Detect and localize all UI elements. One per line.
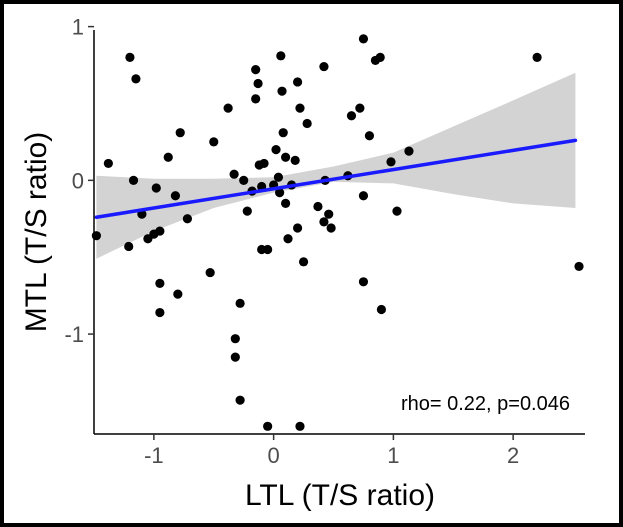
data-point <box>273 172 284 182</box>
data-point <box>358 34 369 44</box>
data-point <box>103 158 113 169</box>
data-point <box>290 155 300 165</box>
data-point <box>128 175 139 185</box>
data-point <box>263 244 273 255</box>
data-point <box>392 206 402 216</box>
data-points-layer <box>91 34 584 431</box>
y-tick-label: 1 <box>72 15 84 40</box>
data-point <box>173 289 183 299</box>
data-point <box>253 78 263 89</box>
y-tick-label: -1 <box>64 322 84 347</box>
data-point <box>574 261 584 272</box>
data-point <box>326 223 336 233</box>
data-point <box>358 277 369 287</box>
data-point <box>223 103 233 113</box>
data-point <box>278 128 288 138</box>
data-point <box>251 94 261 104</box>
data-point <box>235 298 245 308</box>
data-point <box>295 421 305 431</box>
data-point <box>155 278 165 288</box>
data-point <box>355 103 365 113</box>
stats-annotation: rho= 0.22, p=0.046 <box>401 393 570 415</box>
data-point <box>364 131 375 141</box>
data-point <box>230 352 240 362</box>
data-point <box>375 52 385 62</box>
data-point <box>319 61 329 72</box>
data-point <box>125 52 135 62</box>
x-tick-label: 0 <box>268 443 280 468</box>
y-axis-title: MTL (T/S ratio) <box>20 132 53 333</box>
x-tick-label: 1 <box>387 443 399 468</box>
data-point <box>155 226 165 236</box>
data-point <box>163 152 173 162</box>
regression-line-layer <box>94 138 578 219</box>
x-axis-title: LTL (T/S ratio) <box>245 479 435 512</box>
data-point <box>239 175 249 185</box>
x-tick-label: -1 <box>144 443 164 468</box>
data-point <box>263 421 273 431</box>
data-point <box>275 188 285 198</box>
data-point <box>313 201 323 212</box>
data-point <box>358 191 369 201</box>
data-point <box>292 223 303 233</box>
data-point <box>302 118 312 129</box>
data-point <box>281 198 291 209</box>
regression-line <box>94 138 578 219</box>
data-point <box>175 128 185 138</box>
data-point <box>295 103 305 113</box>
data-point <box>242 206 252 216</box>
data-point <box>205 267 215 278</box>
data-point <box>209 137 219 147</box>
data-point <box>229 169 239 179</box>
data-point <box>170 191 181 201</box>
data-point <box>235 395 245 405</box>
data-point <box>182 214 193 224</box>
data-point <box>155 307 165 318</box>
data-point <box>91 231 101 241</box>
data-point <box>346 111 357 121</box>
data-point <box>230 334 240 344</box>
data-point <box>324 209 334 219</box>
data-point <box>276 51 286 61</box>
axes-layer: -1 0 1 2 -1 0 1 <box>64 15 585 468</box>
data-point <box>151 183 161 193</box>
data-point <box>292 77 303 87</box>
data-point <box>271 144 281 155</box>
data-point <box>283 234 293 244</box>
data-point <box>319 217 329 227</box>
confidence-band <box>96 72 576 259</box>
y-tick-label: 0 <box>72 168 84 193</box>
data-point <box>532 52 542 62</box>
data-point <box>277 86 287 96</box>
x-tick-label: 2 <box>507 443 519 468</box>
data-point <box>124 241 134 252</box>
data-point <box>281 152 291 162</box>
data-point <box>404 146 414 156</box>
data-point <box>259 158 269 169</box>
confidence-band-layer <box>96 72 576 259</box>
data-point <box>298 257 309 267</box>
data-point <box>386 157 396 167</box>
data-point <box>251 65 261 75</box>
data-point <box>376 304 387 315</box>
data-point <box>131 74 141 84</box>
